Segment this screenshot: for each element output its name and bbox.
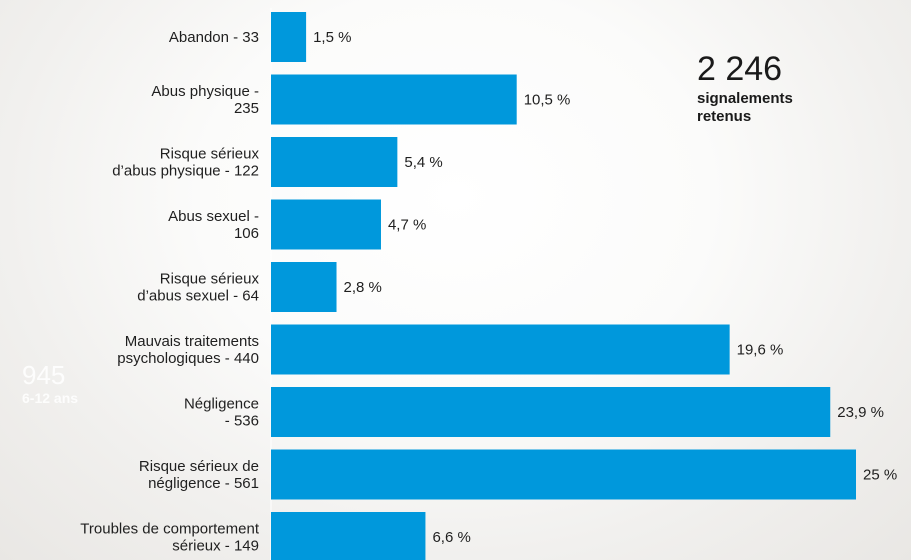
category-label: Négligence - 536 xyxy=(184,396,259,430)
category-label: Mauvais traitements psychologiques - 440 xyxy=(117,333,259,367)
background-watermark: 945 6-12 ans xyxy=(22,362,78,405)
bar-value-label: 1,5 % xyxy=(313,29,351,46)
bar xyxy=(271,324,730,375)
bar-value-label: 5,4 % xyxy=(404,154,442,171)
category-label: Abus sexuel -106 xyxy=(168,208,259,242)
category-label: Risque sérieux d’abus sexuel - 64 xyxy=(137,271,259,305)
bar-value-label: 23,9 % xyxy=(837,404,884,421)
bar xyxy=(271,12,307,62)
bar xyxy=(271,137,398,187)
watermark-number: 945 xyxy=(22,360,66,390)
total-caption: signalements retenus xyxy=(697,90,793,125)
bar xyxy=(271,449,856,500)
bar xyxy=(271,387,831,437)
bar-value-label: 10,5 % xyxy=(524,92,571,109)
total-value: 2 246 xyxy=(697,50,783,88)
bar-value-label: 19,6 % xyxy=(737,342,784,359)
total-summary: 2 246 signalements retenus xyxy=(697,52,837,126)
category-label: Risque sérieux d’abus physique - 122 xyxy=(112,146,259,180)
category-label: Abandon - 33 xyxy=(169,29,259,46)
category-label: Risque sérieux de négligence - 561 xyxy=(139,458,259,492)
bar-value-label: 2,8 % xyxy=(344,279,382,296)
bar-value-label: 4,7 % xyxy=(388,217,426,234)
bar xyxy=(271,262,337,312)
category-label: Troubles de comportement sérieux - 149 xyxy=(80,521,260,555)
bar-value-label: 6,6 % xyxy=(432,529,470,546)
watermark-caption: 6-12 ans xyxy=(22,390,79,406)
bar xyxy=(271,74,517,125)
bar xyxy=(271,512,426,560)
bar-value-label: 25 % xyxy=(863,467,897,484)
category-label: Abus physique -235 xyxy=(151,83,259,117)
bar xyxy=(271,199,381,250)
